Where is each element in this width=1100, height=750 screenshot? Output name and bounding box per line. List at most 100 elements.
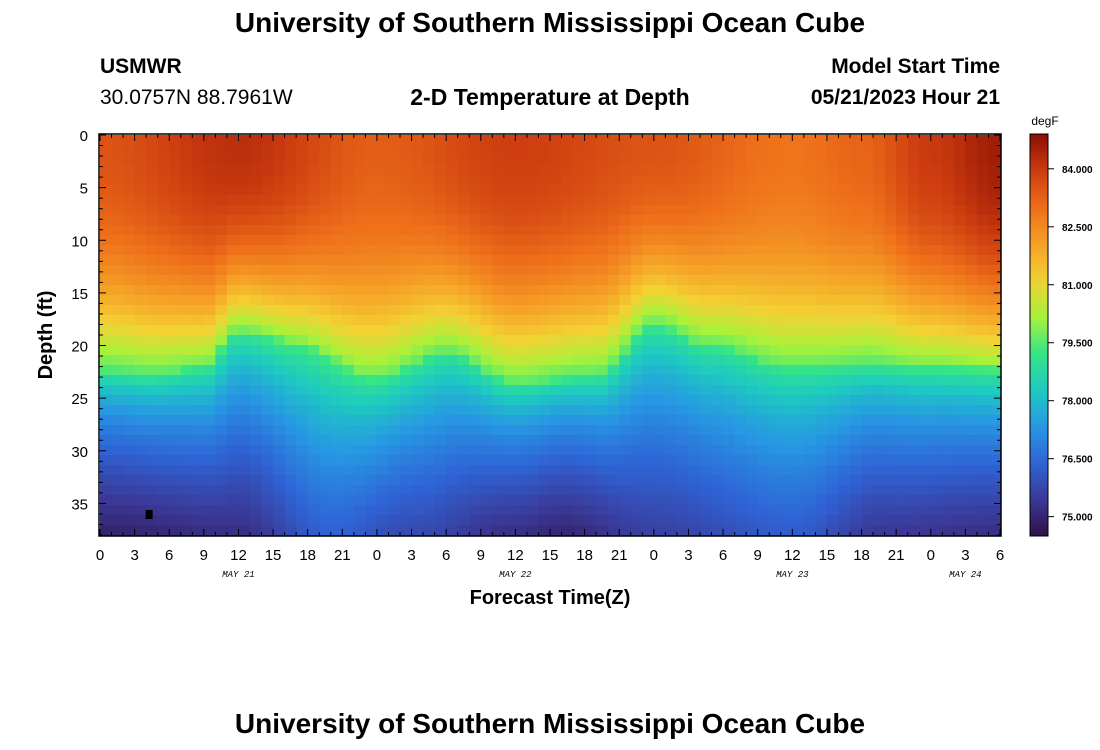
heatmap-cell: [607, 485, 620, 496]
heatmap-cell: [965, 175, 978, 186]
heatmap-cell: [919, 235, 932, 246]
heatmap-cell: [896, 425, 909, 436]
heatmap-cell: [169, 445, 182, 456]
heatmap-cell: [146, 455, 159, 466]
heatmap-cell: [573, 525, 586, 536]
heatmap-cell: [446, 325, 459, 336]
heatmap-cell: [411, 205, 424, 216]
heatmap-cell: [826, 485, 840, 496]
heatmap-cell: [434, 345, 447, 356]
heatmap-cell: [630, 505, 643, 516]
heatmap-cell: [273, 145, 286, 156]
heatmap-cell: [550, 195, 563, 206]
heatmap-cell: [492, 455, 505, 466]
heatmap-cell: [919, 195, 932, 206]
heatmap-cell: [826, 415, 840, 426]
heatmap-cell: [723, 135, 736, 146]
heatmap-cell: [850, 285, 863, 296]
heatmap-cell: [711, 195, 724, 206]
heatmap-cell: [319, 335, 332, 346]
heatmap-cell: [134, 205, 147, 216]
heatmap-cell: [238, 375, 251, 386]
heatmap-cell: [169, 235, 182, 246]
heatmap-cell: [469, 465, 482, 476]
heatmap-cell: [838, 495, 851, 506]
heatmap-cell: [250, 155, 263, 166]
heatmap-cell: [919, 355, 932, 366]
heatmap-cell: [907, 335, 920, 346]
heatmap-cell: [319, 345, 332, 356]
heatmap-cell: [307, 295, 320, 306]
heatmap-cell: [780, 305, 793, 316]
heatmap-cell: [180, 355, 193, 366]
heatmap-cell: [388, 195, 401, 206]
heatmap-cell: [873, 525, 886, 536]
heatmap-cell: [134, 305, 147, 316]
heatmap-cell: [238, 465, 251, 476]
heatmap-cell: [261, 365, 274, 376]
heatmap-cell: [434, 135, 447, 146]
heatmap-cell: [469, 405, 482, 416]
heatmap-cell: [342, 245, 355, 256]
heatmap-cell: [815, 175, 828, 186]
heatmap-cell: [976, 405, 990, 416]
heatmap-cell: [250, 275, 263, 286]
heatmap-cell: [792, 145, 805, 156]
heatmap-cell: [815, 325, 828, 336]
heatmap-cell: [365, 425, 378, 436]
heatmap-cell: [353, 175, 366, 186]
heatmap-cell: [388, 335, 401, 346]
heatmap-cell: [607, 375, 620, 386]
heatmap-cell: [665, 175, 678, 186]
heatmap-cell: [723, 345, 736, 356]
heatmap-cell: [446, 425, 459, 436]
heatmap-cell: [826, 315, 840, 326]
heatmap-cell: [515, 205, 528, 216]
heatmap-cell: [665, 435, 678, 446]
heatmap-cell: [930, 265, 943, 276]
heatmap-cell: [515, 275, 528, 286]
heatmap-cell: [734, 175, 747, 186]
heatmap-cell: [838, 415, 851, 426]
heatmap-cell: [780, 175, 793, 186]
heatmap-cell: [376, 445, 390, 456]
heatmap-cell: [803, 435, 816, 446]
heatmap-cell: [688, 465, 701, 476]
heatmap-cell: [550, 135, 563, 146]
heatmap-cell: [596, 215, 609, 226]
heatmap-cell: [665, 185, 678, 196]
heatmap-cell: [850, 175, 863, 186]
heatmap-cell: [780, 485, 793, 496]
heatmap-cell: [953, 445, 966, 456]
heatmap-cell: [723, 415, 736, 426]
heatmap-cell: [192, 495, 205, 506]
heatmap-cell: [284, 285, 297, 296]
heatmap-cell: [942, 305, 955, 316]
heatmap-cell: [330, 255, 343, 266]
heatmap-cell: [123, 445, 136, 456]
heatmap-cell: [273, 325, 286, 336]
heatmap-cell: [688, 455, 701, 466]
heatmap-cell: [596, 195, 609, 206]
heatmap-cell: [930, 295, 943, 306]
heatmap-cell: [573, 405, 586, 416]
heatmap-cell: [584, 245, 597, 256]
heatmap-cell: [353, 405, 366, 416]
heatmap-cell: [630, 515, 643, 526]
heatmap-cell: [676, 345, 690, 356]
heatmap-cell: [238, 405, 251, 416]
heatmap-cell: [400, 175, 413, 186]
heatmap-cell: [573, 515, 586, 526]
heatmap-cell: [757, 495, 770, 506]
heatmap-cell: [953, 395, 966, 406]
heatmap-cell: [884, 195, 897, 206]
heatmap-cell: [261, 165, 274, 176]
heatmap-cell: [584, 365, 597, 376]
heatmap-cell: [896, 375, 909, 386]
heatmap-cell: [146, 155, 159, 166]
heatmap-cell: [976, 415, 990, 426]
heatmap-cell: [376, 265, 390, 276]
heatmap-cell: [734, 305, 747, 316]
heatmap-cell: [503, 165, 516, 176]
heatmap-cell: [400, 395, 413, 406]
